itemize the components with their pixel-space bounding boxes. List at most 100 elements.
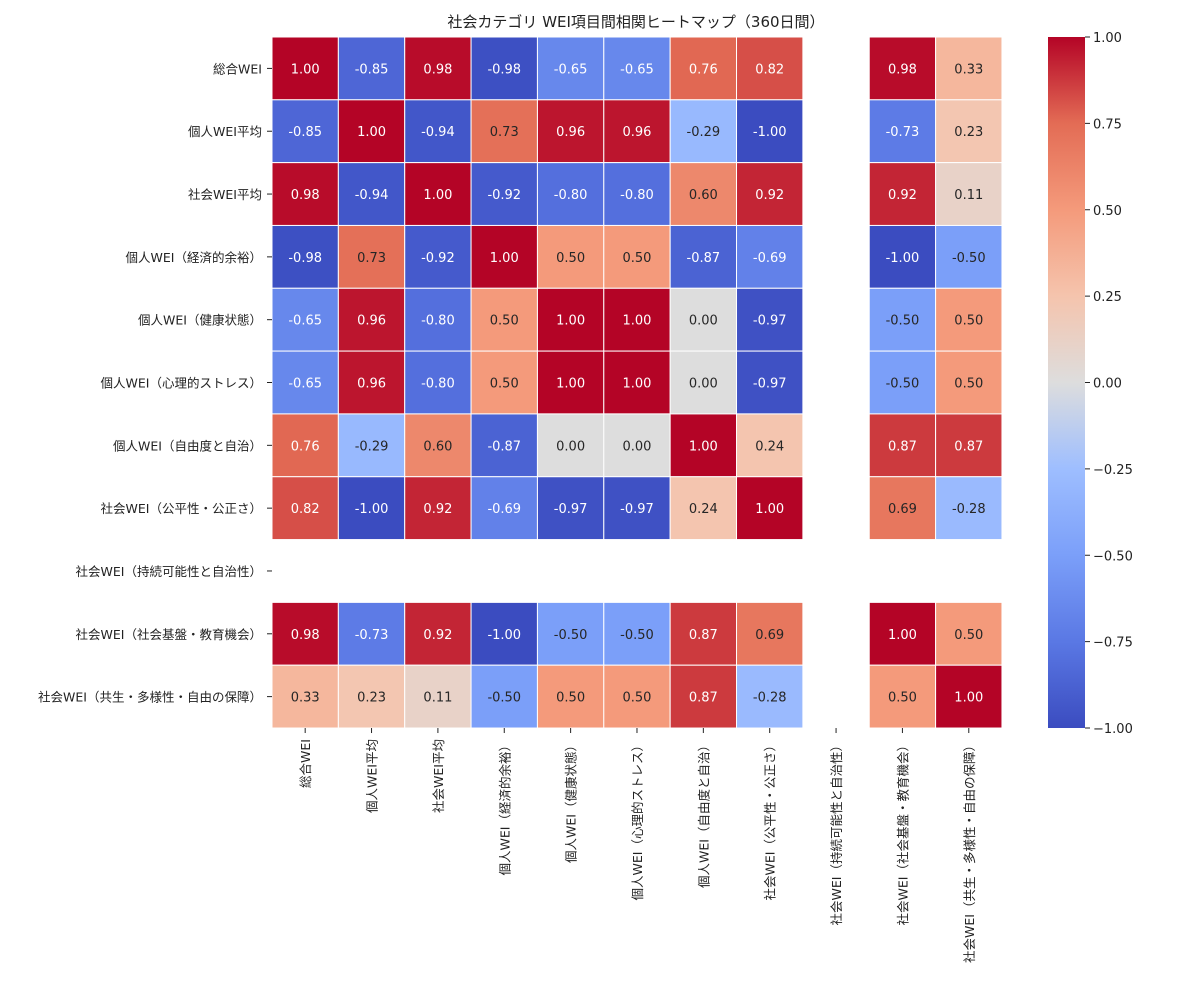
colorbar-tick-label: 0.00: [1093, 377, 1122, 392]
colorbar-tick-label: 0.75: [1093, 117, 1122, 132]
row-label: 個人WEI（経済的余裕）: [126, 250, 262, 265]
cell-value-label: 0.50: [490, 314, 519, 329]
cell-value-label: -0.50: [886, 314, 920, 329]
cell-value-label: -0.94: [421, 125, 455, 140]
colorbar-tick-label: −0.50: [1093, 549, 1133, 564]
heatmap-cell-r9-c3: [470, 601, 538, 666]
heatmap-cell-r2-c9: [868, 162, 937, 226]
heatmap-cell-r7-c2: [404, 476, 472, 541]
colorbar: 1.00 0.75 0.50 0.25 0.00 −0.25 −0.50 −0.75 −1.00: [1048, 31, 1133, 737]
heatmap-cell-r10-c4: [536, 664, 605, 729]
cell-value-label: -0.92: [421, 251, 455, 266]
heatmap-cell-r5-c0: [271, 350, 339, 415]
cell-value-label: -1.00: [886, 251, 920, 266]
heatmap-cell-r6-c0: [271, 413, 339, 478]
column-label: 個人WEI（心理的ストレス）: [630, 739, 645, 900]
cell-value-label: -0.87: [687, 251, 721, 266]
cell-value-label: 0.50: [623, 251, 652, 266]
heatmap-cell-r4-c4: [536, 287, 605, 352]
cell-value-label: 0.50: [490, 377, 519, 392]
cell-value-label: 1.00: [291, 62, 320, 77]
cell-value-label: 0.50: [954, 628, 983, 643]
cell-value-label: 1.00: [954, 691, 983, 706]
heatmap-cell-r0-c3: [470, 36, 538, 101]
heatmap-cell-r7-c4: [536, 476, 605, 541]
heatmap-cell-r0-c5: [603, 36, 671, 101]
cell-value-label: -0.28: [952, 502, 986, 517]
cell-value-label: -1.00: [355, 502, 389, 517]
cell-value-label: 1.00: [623, 314, 652, 329]
heatmap-cell-r7-c7: [736, 476, 804, 541]
heatmap-cell-r6-c7: [736, 413, 804, 478]
cell-value-label: 0.24: [755, 439, 784, 454]
cell-value-label: 1.00: [357, 125, 386, 140]
cell-value-label: -0.87: [487, 439, 521, 454]
heatmap-cell-r10-c10: [935, 664, 1003, 729]
cell-value-label: 0.98: [291, 628, 320, 643]
heatmap-cells: [271, 36, 1003, 729]
cell-value-label: -0.94: [355, 188, 389, 203]
cell-value-label: 0.98: [888, 62, 917, 77]
heatmap-cell-r5-c3: [470, 350, 538, 415]
colorbar-tick-label: 1.00: [1093, 31, 1122, 46]
heatmap-cell-r7-c6: [669, 476, 738, 541]
heatmap-cell-r4-c9: [868, 287, 937, 352]
cell-value-label: -0.50: [487, 691, 521, 706]
cell-value-label: 1.00: [623, 377, 652, 392]
heatmap-cell-r7-c10: [935, 476, 1003, 541]
cell-value-label: 0.50: [888, 691, 917, 706]
heatmap-cell-r9-c6: [669, 601, 738, 666]
cell-value-label: -0.50: [952, 251, 986, 266]
column-label: 個人WEI（自由度と自治）: [696, 739, 711, 888]
cell-value-label: 0.96: [556, 125, 585, 140]
heatmap-cell-r1-c10: [935, 99, 1003, 164]
heatmap-cell-r10-c7: [736, 664, 804, 729]
cell-value-label: 0.87: [689, 628, 718, 643]
cell-value-label: 0.33: [291, 691, 320, 706]
heatmap-cell-labels: 1.00 -0.85 0.98 -0.98 -0.65 -0.65 0.76 0.82 0.98…: [288, 62, 985, 705]
heatmap-cell-r1-c1: [337, 99, 406, 164]
colorbar-tick-label: −0.75: [1093, 636, 1133, 651]
cell-value-label: -0.97: [620, 502, 654, 517]
cell-value-label: 0.98: [291, 188, 320, 203]
column-label: 個人WEI（健康状態）: [564, 739, 579, 863]
heatmap-cell-r10-c5: [603, 664, 671, 729]
cell-value-label: -0.65: [620, 62, 654, 77]
heatmap-cell-r1-c6: [669, 99, 738, 164]
heatmap-cell-r2-c4: [536, 162, 605, 226]
cell-value-label: 1.00: [423, 188, 452, 203]
cell-value-label: 0.00: [689, 377, 718, 392]
cell-value-label: 0.60: [689, 188, 718, 203]
cell-value-label: 0.92: [755, 188, 784, 203]
heatmap-cell-r1-c5: [603, 99, 671, 164]
cell-value-label: -0.65: [288, 377, 322, 392]
row-label: 個人WEI平均: [188, 124, 262, 139]
column-label: 社会WEI（共生・多様性・自由の保障）: [962, 739, 977, 963]
cell-value-label: -0.50: [620, 628, 654, 643]
cell-value-label: 0.96: [357, 314, 386, 329]
heatmap-cell-r9-c2: [404, 601, 472, 666]
cell-value-label: 1.00: [490, 251, 519, 266]
cell-value-label: 0.50: [556, 691, 585, 706]
row-label: 社会WEI（社会基盤・教育機会）: [76, 627, 262, 642]
cell-value-label: 0.69: [755, 628, 784, 643]
column-label: 総合WEI: [298, 739, 313, 788]
row-label: 社会WEI平均: [188, 187, 262, 202]
heatmap-cell-r1-c7: [736, 99, 804, 164]
heatmap-cell-r10-c6: [669, 664, 738, 729]
column-label: 個人WEI（経済的余裕）: [497, 739, 512, 875]
heatmap-cell-r3-c7: [736, 224, 804, 289]
cell-value-label: -0.73: [886, 125, 920, 140]
column-label: 社会WEI平均: [431, 739, 446, 813]
cell-value-label: 0.82: [755, 62, 784, 77]
colorbar-tick-label: 0.25: [1093, 290, 1122, 305]
row-label: 社会WEI（持続可能性と自治性）: [76, 564, 262, 579]
cell-value-label: -0.97: [753, 314, 787, 329]
heatmap-cell-r6-c6: [669, 413, 738, 478]
cell-value-label: 0.73: [490, 125, 519, 140]
heatmap-cell-r4-c1: [337, 287, 406, 352]
cell-value-label: 0.50: [954, 314, 983, 329]
cell-value-label: -0.69: [753, 251, 787, 266]
heatmap-cell-r7-c3: [470, 476, 538, 541]
